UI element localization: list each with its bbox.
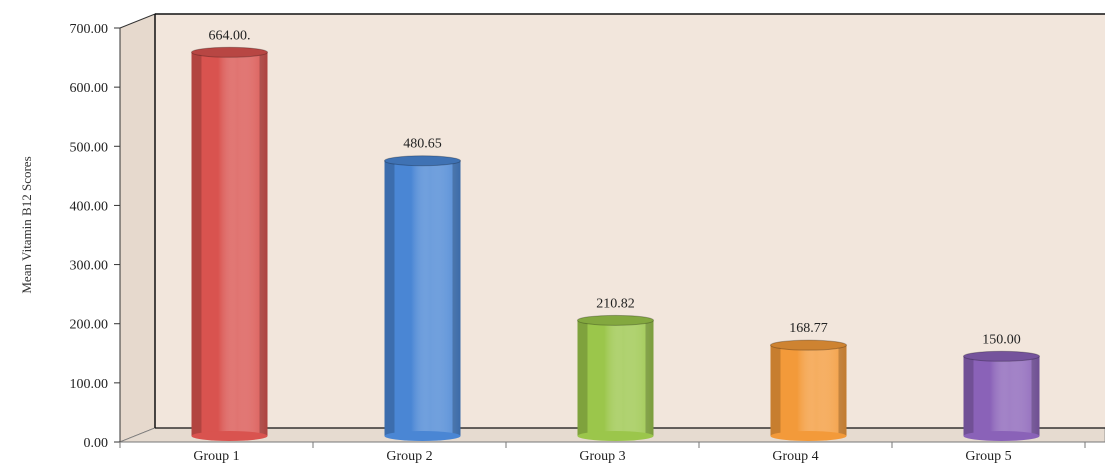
- bar-2: [384, 155, 461, 441]
- y-axis-ticks: 0.00 100.00 200.00 300.00 400.00 500.00 600.00…: [70, 22, 120, 451]
- data-label: 150.00: [982, 332, 1021, 347]
- data-label: 664.00.: [209, 28, 251, 43]
- x-tick-label: Group 4: [772, 449, 818, 464]
- x-tick-label: Group 5: [965, 449, 1011, 464]
- x-tick-label: Group 3: [579, 449, 625, 464]
- y-tick-label: 500.00: [70, 140, 109, 155]
- y-tick-label: 0.00: [84, 436, 109, 451]
- bar-edge-left: [963, 356, 974, 436]
- data-label: 480.65: [403, 137, 442, 152]
- y-tick-label: 600.00: [70, 81, 109, 96]
- bar-top: [191, 46, 268, 58]
- bar-top-shade: [384, 155, 461, 166]
- bar-edge-right: [452, 160, 461, 436]
- bar-3: [577, 314, 654, 441]
- bar-edge-left: [384, 160, 395, 436]
- y-axis-label: Mean Vitamin B12 Scores: [19, 156, 34, 293]
- bar-top-shade: [577, 315, 654, 326]
- bar-shade: [577, 320, 654, 436]
- x-axis-ticks: Group 1 Group 2 Group 3 Group 4 Group 5: [119, 442, 1086, 464]
- bar-top: [577, 314, 654, 326]
- bar-base: [577, 431, 654, 441]
- bar-edge-right: [645, 320, 654, 436]
- bar-5: [963, 350, 1040, 441]
- bar-top: [770, 339, 847, 351]
- y-tick-label: 300.00: [70, 259, 109, 274]
- x-tick-label: Group 1: [193, 449, 239, 464]
- x-tick-label: Group 2: [386, 449, 432, 464]
- data-label: 168.77: [789, 321, 828, 336]
- bar-edge-right: [1031, 356, 1040, 436]
- bar-edge-left: [770, 345, 781, 436]
- bar-shade: [384, 160, 461, 436]
- bar-edge-left: [191, 52, 202, 436]
- y-tick-label: 100.00: [70, 377, 109, 392]
- y-tick-label: 700.00: [70, 22, 109, 37]
- bar-shade: [191, 52, 268, 436]
- bar-base: [191, 431, 268, 441]
- bar-top: [384, 155, 461, 167]
- bar-base: [770, 431, 847, 441]
- bar-4: [770, 339, 847, 441]
- bar-shade: [963, 356, 1040, 436]
- bar-edge-left: [577, 320, 588, 436]
- bars: [191, 46, 1040, 441]
- bar-shade: [770, 345, 847, 436]
- bar-top-shade: [191, 47, 268, 58]
- data-labels: 664.00. 480.65 210.82 168.77 150.00: [209, 28, 1021, 347]
- chart-side-wall: [119, 13, 156, 443]
- bar-top-shade: [963, 351, 1040, 362]
- y-tick-label: 200.00: [70, 318, 109, 333]
- data-label: 210.82: [596, 296, 635, 311]
- bar-base: [384, 431, 461, 441]
- bar-top: [963, 350, 1040, 362]
- y-tick-label: 400.00: [70, 199, 109, 214]
- bar-1: [191, 46, 268, 441]
- bar-edge-right: [838, 345, 847, 436]
- bar-edge-right: [259, 52, 268, 436]
- bar-base: [963, 431, 1040, 441]
- bar-top-shade: [770, 340, 847, 351]
